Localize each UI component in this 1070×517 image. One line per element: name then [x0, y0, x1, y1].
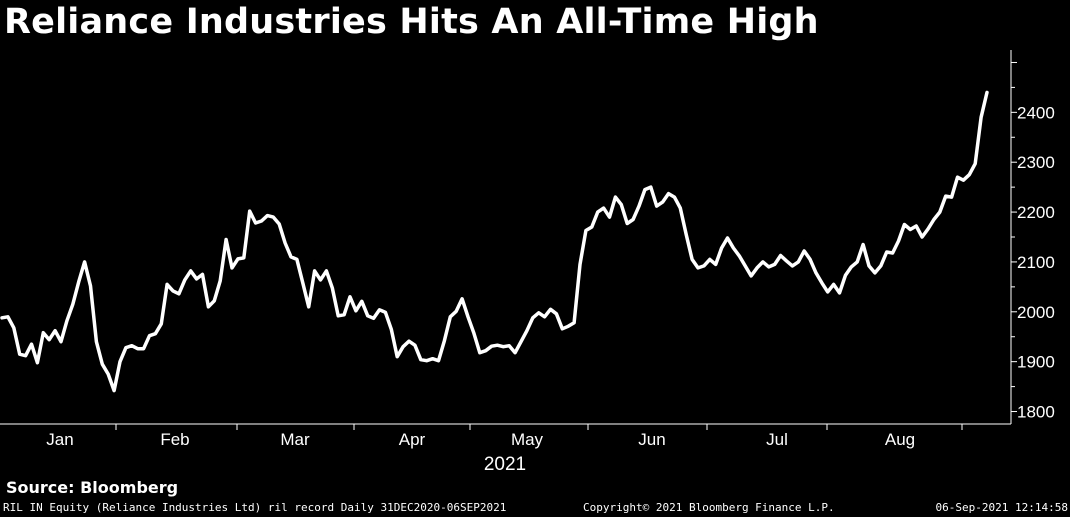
- timestamp: 06-Sep-2021 12:14:58: [935, 501, 1068, 514]
- x-axis-label: 2021: [484, 454, 526, 475]
- plot-area: [0, 90, 989, 393]
- y-tick-label: 2300: [1017, 153, 1055, 172]
- y-tick-label: 2000: [1017, 303, 1055, 322]
- chart-title: Reliance Industries Hits An All-Time Hig…: [4, 2, 819, 42]
- x-tick-label: Jan: [46, 430, 73, 449]
- y-tick-label: 1800: [1017, 403, 1055, 422]
- price-line: [0, 90, 989, 393]
- x-tick-label: May: [511, 430, 544, 449]
- y-tick-label: 2100: [1017, 253, 1055, 272]
- x-tick-label: Feb: [160, 430, 189, 449]
- x-tick-label: Mar: [280, 430, 310, 449]
- chart-axes: 1800 1900 2000 2100 2200 2300 2400 Jan Feb Mar Apr…: [0, 50, 1055, 475]
- x-tick-label: Apr: [399, 430, 426, 449]
- x-tick-label: Jul: [766, 430, 788, 449]
- x-tick-label: Aug: [885, 430, 915, 449]
- copyright-notice: Copyright© 2021 Bloomberg Finance L.P.: [583, 501, 835, 514]
- ticker-description: RIL IN Equity (Reliance Industries Ltd) …: [3, 501, 507, 514]
- y-tick-label: 2200: [1017, 203, 1055, 222]
- source-label: Source: Bloomberg: [6, 478, 179, 497]
- y-tick-label: 1900: [1017, 353, 1055, 372]
- y-tick-label: 2400: [1017, 103, 1055, 122]
- x-tick-label: Jun: [638, 430, 665, 449]
